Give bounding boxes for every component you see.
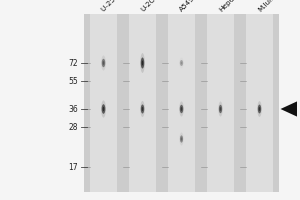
Ellipse shape [219,105,222,113]
Bar [168,14,195,192]
Ellipse shape [259,107,260,111]
Ellipse shape [101,55,106,71]
Ellipse shape [142,107,143,111]
Ellipse shape [181,107,182,111]
Ellipse shape [141,104,144,114]
Ellipse shape [179,58,184,68]
Ellipse shape [102,104,105,114]
Bar [90,14,117,192]
Ellipse shape [257,101,262,117]
Bar [84,14,279,192]
Text: A549: A549 [179,0,196,13]
Bar [246,14,273,192]
Polygon shape [280,101,297,117]
Text: 55: 55 [68,76,78,86]
Text: U-2OS: U-2OS [140,0,160,13]
Ellipse shape [102,59,105,67]
Ellipse shape [179,133,184,145]
Ellipse shape [258,105,261,113]
Ellipse shape [180,135,183,143]
Ellipse shape [103,61,104,65]
Ellipse shape [103,107,104,111]
Bar [207,14,234,192]
Ellipse shape [142,61,143,65]
Ellipse shape [141,58,144,68]
Text: 72: 72 [68,58,78,68]
Ellipse shape [140,101,145,117]
Text: M.lung: M.lung [257,0,278,13]
Ellipse shape [179,101,184,117]
Ellipse shape [218,101,223,117]
Text: U-251 MG: U-251 MG [101,0,130,13]
Ellipse shape [181,137,182,141]
Ellipse shape [101,100,106,118]
Text: 28: 28 [68,122,78,132]
Text: HepG2: HepG2 [218,0,240,13]
Text: 36: 36 [68,104,78,114]
Text: 17: 17 [68,162,78,171]
Ellipse shape [180,60,183,66]
Ellipse shape [180,105,183,113]
Bar [129,14,156,192]
Ellipse shape [220,107,221,111]
Ellipse shape [181,62,182,64]
Ellipse shape [140,53,145,73]
